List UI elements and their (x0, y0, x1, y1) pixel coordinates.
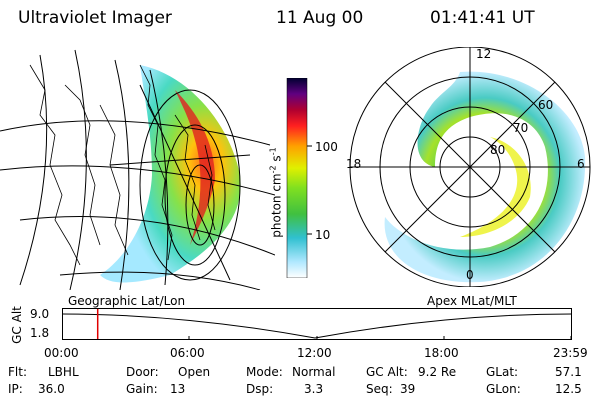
time-label: 01:41:41 UT (430, 8, 535, 28)
altitude-timeline (62, 308, 572, 340)
info-ip-key: IP: (8, 382, 23, 396)
mlt-label-12: 12 (476, 47, 492, 61)
info-gain-val: 13 (170, 382, 186, 396)
lat-label-60: 60 (538, 98, 554, 112)
info-gcalt-key: GC Alt: (366, 365, 408, 379)
info-glat-val: 57.1 (555, 365, 582, 379)
info-flt-key: Flt: (8, 365, 27, 379)
timeline-xtick-4: 23:59 (553, 346, 588, 360)
timeline-xtick-2: 12:00 (297, 346, 332, 360)
info-gcalt-val: 9.2 Re (418, 365, 457, 379)
info-mode-key: Mode: (246, 365, 283, 379)
aurora-oval-polar (384, 71, 586, 283)
info-glat-key: GLat: (486, 365, 519, 379)
lat-label-80: 80 (490, 143, 506, 157)
timeline-right-title: Apex MLat/MLT (427, 294, 517, 308)
timeline-xtick-0: 00:00 (44, 346, 79, 360)
timeline-xtick-3: 18:00 (424, 346, 459, 360)
info-gain-key: Gain: (126, 382, 158, 396)
info-dsp-val: 3.3 (304, 382, 324, 396)
info-seq-val: 39 (400, 382, 416, 396)
timeline-ytick-high: 9.0 (30, 307, 50, 321)
info-glon-key: GLon: (486, 382, 521, 396)
colorbar-tick-10: 10 (315, 228, 331, 242)
info-ip-val: 36.0 (38, 382, 65, 396)
lat-label-70: 70 (513, 121, 529, 135)
info-mode-val: Normal (292, 365, 336, 379)
timeline-ytick-low: 1.8 (30, 326, 50, 340)
colorbar-label: photon cm-2 s-1 (268, 147, 284, 238)
instrument-title: Ultraviolet Imager (18, 8, 172, 28)
info-door-val: Open (178, 365, 211, 379)
info-seq-key: Seq: (366, 382, 393, 396)
info-glon-val: 12.5 (555, 382, 582, 396)
mlt-label-18: 18 (346, 157, 362, 171)
timeline-xtick-1: 06:00 (170, 346, 205, 360)
date-label: 11 Aug 00 (276, 8, 364, 28)
info-door-key: Door: (126, 365, 159, 379)
colorbar (286, 78, 312, 278)
colorbar-tick-100: 100 (315, 140, 338, 154)
aurora-oval-geo (100, 65, 241, 283)
mlt-label-0: 0 (466, 268, 474, 282)
info-dsp-key: Dsp: (246, 382, 274, 396)
geographic-aurora-map (0, 49, 275, 290)
timeline-ylabel: GC Alt (9, 306, 24, 344)
mlt-label-6: 6 (577, 157, 585, 171)
info-flt-val: LBHL (48, 365, 79, 379)
polar-mlt-plot (349, 47, 591, 287)
timeline-left-title: Geographic Lat/Lon (68, 294, 186, 308)
